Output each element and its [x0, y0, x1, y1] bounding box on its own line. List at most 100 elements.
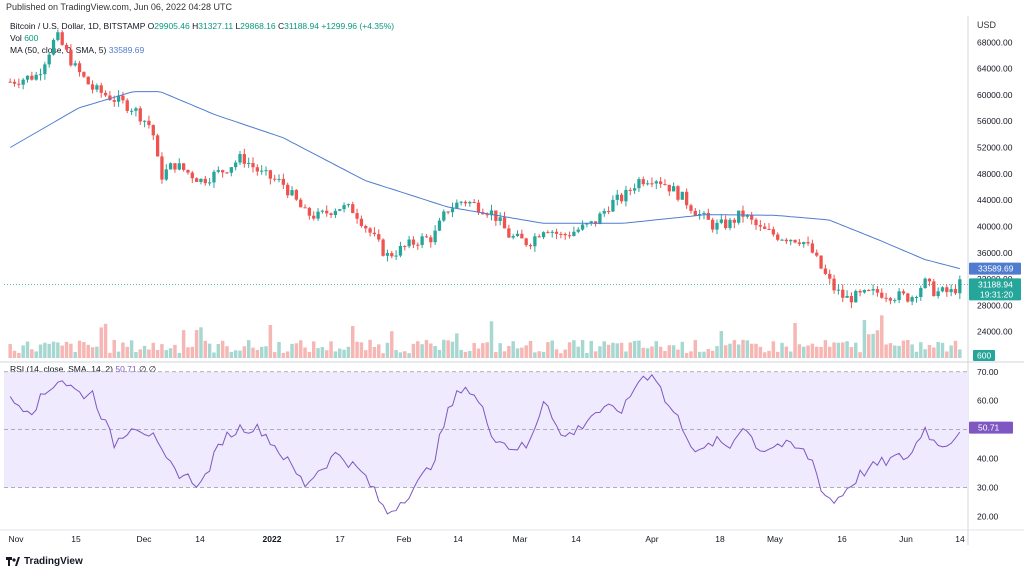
volume-bar	[788, 351, 793, 358]
candle-body	[299, 199, 303, 208]
rsi-tick-label: 40.00	[977, 454, 999, 464]
candle-body	[949, 289, 953, 293]
last-price-tag	[969, 278, 1021, 301]
volume-bar	[507, 345, 511, 358]
volume-bar	[715, 346, 719, 358]
candle-body	[684, 191, 689, 206]
candle-body	[537, 236, 541, 238]
volume-bar	[333, 351, 338, 358]
candle-body	[325, 210, 329, 214]
time-tick-label: 14	[955, 534, 965, 544]
volume-bar	[377, 344, 381, 358]
candle-body	[429, 237, 433, 243]
rsi-line	[9, 373, 961, 515]
candle-body	[693, 210, 697, 216]
candle-body	[312, 215, 316, 219]
time-tick-label: Nov	[8, 534, 24, 544]
candle-body	[12, 81, 17, 84]
candle-body	[689, 205, 693, 211]
volume-bar	[38, 344, 43, 358]
volume-bar	[667, 345, 672, 358]
volume-bar	[108, 352, 112, 358]
candle-body	[680, 191, 684, 200]
volume-bar	[233, 350, 238, 358]
candle-body	[498, 217, 502, 221]
candle-body	[893, 300, 897, 302]
candle-body	[190, 172, 194, 179]
volume-bar	[303, 347, 307, 358]
candle-body	[546, 232, 550, 234]
candle-body	[541, 232, 546, 238]
candle-body	[593, 221, 598, 225]
candle-body	[810, 243, 815, 253]
volume-bar	[151, 342, 156, 358]
volume-bar	[160, 344, 164, 358]
volume-bar	[554, 349, 559, 358]
candle-body	[936, 291, 940, 297]
candle-body	[437, 220, 442, 231]
volume-bar	[359, 342, 364, 358]
volume-bar	[780, 342, 784, 358]
volume-bar	[910, 344, 914, 358]
volume-bar	[940, 342, 945, 358]
candle-body	[910, 297, 914, 302]
volume-bar	[155, 350, 160, 358]
volume-bar	[654, 341, 659, 358]
candle-body	[671, 186, 676, 192]
tradingview-brand: TradingView	[6, 556, 83, 567]
volume-bar	[732, 340, 737, 358]
volume-tag	[973, 350, 995, 361]
volume-bar	[8, 344, 12, 358]
volume-bar	[611, 342, 615, 358]
volume-bar	[168, 348, 173, 358]
volume-bar	[628, 342, 633, 358]
candle-body	[485, 214, 489, 216]
volume-bar	[298, 340, 303, 358]
candle-body	[468, 202, 472, 204]
candle-body	[151, 125, 155, 136]
volume-bar	[329, 341, 333, 358]
volume-bar	[177, 352, 182, 358]
candle-body	[589, 221, 593, 224]
volume-bar	[459, 349, 463, 358]
currency-label: USD	[977, 20, 997, 30]
volume-bar	[381, 353, 385, 358]
volume-bar	[194, 330, 199, 358]
volume-bar	[364, 350, 368, 358]
volume-bar	[407, 353, 411, 358]
candle-body	[645, 183, 650, 185]
candle-body	[906, 293, 910, 302]
volume-bar	[86, 344, 90, 358]
candle-body	[741, 210, 745, 217]
volume-bar	[927, 344, 932, 358]
volume-bar	[342, 349, 346, 358]
candle-body	[38, 74, 43, 76]
volume-bar	[56, 342, 60, 358]
candle-body	[181, 163, 186, 170]
volume-bar	[277, 341, 281, 358]
candle-body	[351, 204, 355, 214]
candle-body	[82, 72, 86, 77]
volume-bar	[390, 331, 394, 358]
candle-body	[221, 170, 225, 173]
candle-body	[385, 253, 390, 256]
time-tick-label: May	[767, 534, 784, 544]
candle-body	[650, 183, 654, 185]
candle-body	[494, 210, 498, 221]
volume-bar	[268, 325, 273, 358]
volume-bar	[806, 345, 810, 358]
candle-body	[945, 287, 949, 293]
time-tick-label: 15	[71, 534, 81, 544]
price-tick-label: 28000.00	[977, 300, 1013, 310]
candle-body	[841, 289, 845, 298]
open-value: 29905.46	[154, 21, 190, 31]
rsi-band	[4, 371, 968, 488]
candle-body	[116, 95, 121, 102]
volume-bar	[949, 345, 953, 358]
candle-body	[754, 219, 758, 226]
volume-bar	[550, 340, 554, 358]
candle-body	[598, 213, 602, 225]
candle-body	[390, 253, 394, 257]
volume-bar	[281, 352, 286, 358]
